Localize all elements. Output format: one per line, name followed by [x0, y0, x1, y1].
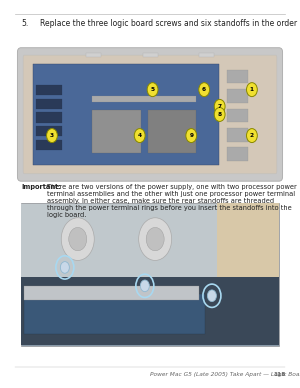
- Circle shape: [247, 128, 257, 142]
- Text: 118: 118: [273, 372, 285, 378]
- Circle shape: [69, 227, 87, 251]
- Bar: [92, 96, 196, 102]
- Text: Important:: Important:: [21, 184, 61, 189]
- Circle shape: [247, 83, 257, 97]
- Text: There are two versions of the power supply, one with two processor power termina: There are two versions of the power supp…: [46, 184, 296, 218]
- Bar: [36, 126, 62, 136]
- Text: 2: 2: [250, 133, 254, 138]
- Bar: [86, 53, 101, 57]
- Bar: [199, 53, 214, 57]
- Bar: [24, 294, 205, 334]
- Text: 3: 3: [50, 133, 54, 138]
- Bar: [142, 53, 158, 57]
- Text: 8: 8: [218, 112, 222, 117]
- Bar: [36, 113, 62, 123]
- Bar: [21, 277, 279, 345]
- Text: 4: 4: [138, 133, 142, 138]
- Text: Replace the three logic board screws and six standoffs in the order indicated be: Replace the three logic board screws and…: [40, 19, 300, 28]
- Text: 7: 7: [218, 104, 222, 109]
- FancyBboxPatch shape: [17, 48, 283, 181]
- Text: 1: 1: [250, 87, 254, 92]
- Bar: [24, 286, 200, 300]
- Circle shape: [186, 128, 197, 142]
- Bar: [227, 109, 248, 122]
- Bar: [227, 89, 248, 103]
- Circle shape: [134, 128, 145, 142]
- Bar: [36, 99, 62, 109]
- Text: 5.: 5.: [21, 19, 28, 28]
- Circle shape: [147, 83, 158, 97]
- Bar: [148, 111, 196, 153]
- FancyBboxPatch shape: [217, 203, 279, 303]
- Bar: [36, 85, 62, 95]
- FancyBboxPatch shape: [21, 203, 279, 346]
- Text: 9: 9: [189, 133, 193, 138]
- Circle shape: [60, 262, 69, 273]
- Bar: [227, 147, 248, 161]
- Circle shape: [139, 218, 172, 260]
- Bar: [227, 70, 248, 83]
- Text: 5: 5: [151, 87, 154, 92]
- Circle shape: [214, 99, 225, 113]
- Circle shape: [140, 280, 149, 292]
- Bar: [21, 204, 222, 282]
- Text: 6: 6: [202, 87, 206, 92]
- Circle shape: [207, 290, 216, 301]
- Bar: [92, 111, 141, 153]
- Circle shape: [46, 128, 57, 142]
- FancyBboxPatch shape: [33, 64, 219, 165]
- Bar: [227, 128, 248, 142]
- Text: Power Mac G5 (Late 2005) Take Apart — Logic Board: Power Mac G5 (Late 2005) Take Apart — Lo…: [150, 372, 300, 378]
- Circle shape: [61, 218, 94, 260]
- Circle shape: [214, 107, 225, 121]
- Circle shape: [199, 83, 210, 97]
- Circle shape: [146, 227, 164, 251]
- FancyBboxPatch shape: [23, 55, 277, 174]
- Bar: [36, 140, 62, 150]
